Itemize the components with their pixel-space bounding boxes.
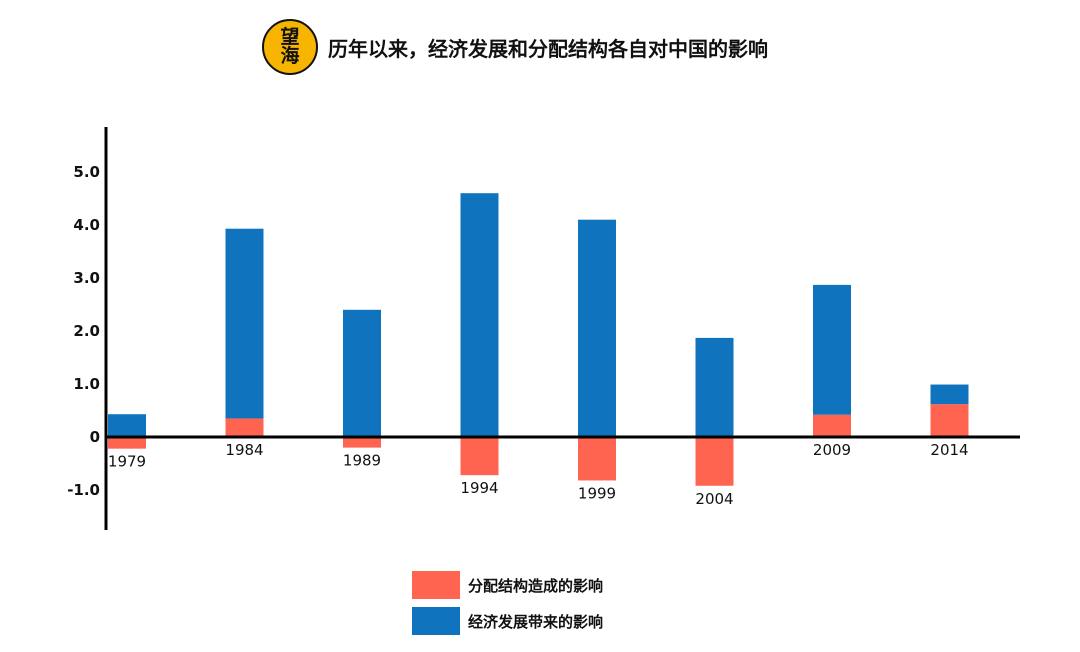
y-tick-2: 3.0 [73,269,100,287]
logo-char-2: 海 [280,45,300,67]
x-label-1989: 1989 [343,452,381,470]
x-label-1984: 1984 [225,441,263,459]
x-tick-labels: 1979 1984 1989 1994 1999 2004 2009 2014 [108,441,969,508]
legend-item-economy: 经济发展带来的影响 [412,606,603,636]
legend-label-economy: 经济发展带来的影响 [468,612,604,631]
legend-swatch-distribution [412,571,460,599]
logo-char-1: 望 [280,26,300,48]
bar-chart: 5.0 4.0 3.0 2.0 1.0 0 -1.0 1979 1984 1989 1994 199… [67,127,1020,530]
legend-label-distribution: 分配结构造成的影响 [468,576,604,595]
bar-economy-1984 [225,228,264,419]
x-label-1994: 1994 [460,479,498,497]
x-label-1999: 1999 [578,484,616,502]
x-label-2014: 2014 [930,441,968,459]
bar-distribution-1994 [460,437,499,476]
bar-distribution-1999 [578,437,616,481]
x-label-2009: 2009 [813,441,851,459]
y-tick-1: 4.0 [73,216,100,234]
bar-economy-2009 [813,284,851,415]
bar-distribution-1984 [225,418,264,437]
bar-economy-2004 [695,337,734,437]
legend: 分配结构造成的影响 经济发展带来的影响 [412,570,603,642]
legend-swatch-economy [412,607,460,635]
bar-economy-1999 [578,219,616,437]
y-tick-labels: 5.0 4.0 3.0 2.0 1.0 0 -1.0 [67,163,100,499]
legend-item-distribution: 分配结构造成的影响 [412,570,603,600]
y-tick-5: 0 [90,428,100,446]
bar-distribution-2014 [930,404,969,437]
y-tick-4: 1.0 [73,375,100,393]
bars-group [108,193,969,486]
y-tick-6: -1.0 [67,481,100,499]
bar-economy-1994 [460,193,499,437]
y-tick-3: 2.0 [73,322,100,340]
bar-economy-2014 [930,384,969,405]
y-tick-0: 5.0 [73,163,100,181]
bar-economy-1989 [343,309,381,437]
bar-distribution-2009 [813,414,851,437]
x-label-2004: 2004 [695,490,733,508]
bar-distribution-2004 [695,437,734,486]
chart-header: 望 海 历年以来，经济发展和分配结构各自对中国的影响 [262,18,768,76]
bar-economy-1979 [108,414,146,437]
logo: 望 海 [262,19,318,75]
bar-distribution-1979 [108,437,146,449]
bar-distribution-1989 [343,437,381,448]
chart-title: 历年以来，经济发展和分配结构各自对中国的影响 [328,36,768,61]
x-label-1979: 1979 [108,453,146,471]
